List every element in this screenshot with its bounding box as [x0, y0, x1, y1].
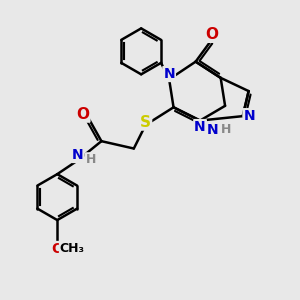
- Text: O: O: [76, 106, 89, 122]
- Text: O: O: [51, 242, 63, 256]
- Text: N: N: [194, 120, 206, 134]
- Text: N: N: [72, 148, 84, 162]
- Text: O: O: [205, 27, 218, 42]
- Text: N: N: [163, 67, 175, 81]
- Text: N: N: [243, 109, 255, 123]
- Text: S: S: [140, 115, 151, 130]
- Text: H: H: [86, 153, 96, 166]
- Text: CH₃: CH₃: [59, 242, 85, 255]
- Text: N: N: [207, 123, 218, 137]
- Text: H: H: [221, 124, 231, 136]
